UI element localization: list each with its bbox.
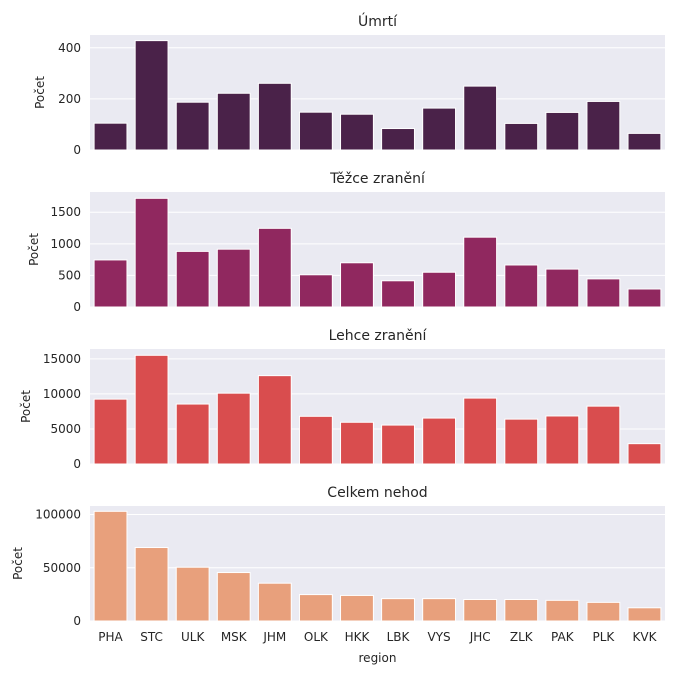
y-axis-label: Počet [11, 547, 25, 580]
y-axis-label: Počet [33, 76, 47, 109]
x-tick-label: ZLK [510, 630, 534, 644]
x-tick-label: STC [140, 630, 163, 644]
bar-kvk [627, 132, 662, 151]
y-tick-label: 0 [73, 457, 81, 471]
bar-ulk [175, 566, 210, 622]
bar-pha [93, 510, 128, 622]
x-tick-label: PHA [98, 630, 123, 644]
bar-pak [545, 268, 580, 308]
y-tick-label: 0 [73, 614, 81, 628]
bar-pha [93, 259, 128, 308]
bar-vys [422, 271, 457, 308]
bar-msk [216, 572, 251, 622]
bar-olk [298, 415, 333, 465]
y-tick-label: 0 [73, 143, 81, 157]
bar-olk [298, 111, 333, 151]
bar-jhc [463, 85, 498, 151]
x-tick-label: MSK [221, 630, 248, 644]
bar-kvk [627, 607, 662, 622]
bar-stc [134, 354, 169, 465]
bar-hkk [340, 421, 374, 465]
y-tick-label: 400 [58, 41, 81, 55]
bar-jhc [463, 236, 498, 308]
bar-pak [545, 111, 580, 151]
bar-jhm [257, 82, 292, 151]
bar-hkk [340, 262, 374, 308]
x-tick-label: JHC [469, 630, 491, 644]
bar-hkk [340, 594, 374, 622]
bar-kvk [627, 443, 662, 465]
y-tick-label: 15000 [43, 352, 81, 366]
bar-jhc [463, 397, 498, 465]
x-tick-label: PLK [592, 630, 615, 644]
y-tick-label: 1500 [50, 205, 81, 219]
y-tick-label: 500 [58, 268, 81, 282]
bar-stc [134, 547, 169, 622]
bar-jhm [257, 227, 292, 308]
bar-pha [93, 122, 128, 151]
y-axis-label: Počet [19, 390, 33, 423]
bar-ulk [175, 403, 210, 465]
panel-title: Lehce zranění [329, 328, 428, 344]
bar-plk [586, 278, 621, 308]
bar-pha [93, 398, 128, 465]
bar-olk [298, 274, 333, 308]
x-tick-label: VYS [428, 630, 451, 644]
x-tick-label: ULK [181, 630, 205, 644]
bar-hkk [340, 113, 374, 151]
bar-zlk [504, 418, 539, 465]
bar-plk [586, 601, 621, 622]
y-tick-label: 5000 [50, 422, 81, 436]
bar-lbk [381, 128, 415, 151]
y-tick-label: 1000 [50, 237, 81, 251]
bar-stc [134, 197, 169, 308]
panel-title: Úmrtí [358, 12, 398, 30]
bar-zlk [504, 264, 539, 308]
bar-pak [545, 599, 580, 622]
bar-zlk [504, 122, 539, 151]
y-tick-label: 200 [58, 92, 81, 106]
bar-vys [422, 598, 457, 622]
bar-vys [422, 107, 457, 151]
bar-plk [586, 405, 621, 465]
panel-title: Celkem nehod [327, 485, 427, 501]
y-tick-label: 10000 [43, 387, 81, 401]
y-axis-label: Počet [27, 233, 41, 266]
bar-plk [586, 100, 621, 151]
bar-pak [545, 415, 580, 465]
bar-ulk [175, 101, 210, 151]
bar-lbk [381, 280, 415, 308]
panel-title: Těžce zranění [329, 171, 426, 187]
bar-msk [216, 392, 251, 465]
x-tick-label: HKK [345, 630, 371, 644]
bar-lbk [381, 424, 415, 465]
x-tick-label: LBK [387, 630, 411, 644]
bar-jhc [463, 598, 498, 622]
bar-zlk [504, 598, 539, 622]
bar-lbk [381, 598, 415, 622]
y-tick-label: 0 [73, 300, 81, 314]
x-tick-label: PAK [551, 630, 575, 644]
bar-kvk [627, 288, 662, 308]
bar-msk [216, 248, 251, 308]
bar-jhm [257, 582, 292, 622]
x-axis-label: region [359, 651, 397, 665]
bar-vys [422, 417, 457, 465]
bar-stc [134, 40, 169, 151]
y-tick-label: 50000 [43, 561, 81, 575]
x-tick-label: KVK [632, 630, 657, 644]
x-tick-label: JHM [262, 630, 286, 644]
bar-msk [216, 92, 251, 151]
x-tick-label: OLK [304, 630, 329, 644]
bar-jhm [257, 375, 292, 465]
bar-ulk [175, 250, 210, 308]
y-tick-label: 100000 [35, 508, 81, 522]
bar-olk [298, 594, 333, 622]
